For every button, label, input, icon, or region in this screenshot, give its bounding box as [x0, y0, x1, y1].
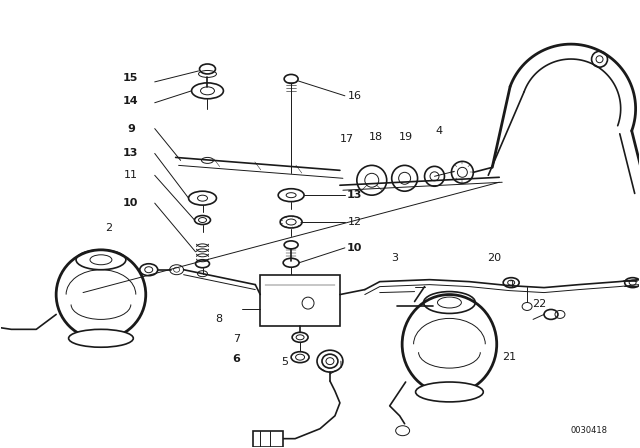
Text: 4: 4	[436, 125, 443, 136]
Text: 2: 2	[106, 223, 113, 233]
Text: 12: 12	[348, 217, 362, 227]
Text: 5: 5	[282, 357, 289, 367]
Text: 7: 7	[233, 334, 240, 344]
FancyBboxPatch shape	[260, 275, 340, 326]
Text: 14: 14	[123, 96, 139, 106]
Text: 16: 16	[348, 91, 362, 101]
Text: 10: 10	[123, 198, 138, 208]
FancyBboxPatch shape	[253, 431, 283, 447]
Ellipse shape	[68, 329, 133, 347]
Text: 13: 13	[347, 190, 362, 200]
Text: 11: 11	[124, 170, 138, 180]
Text: 8: 8	[215, 314, 222, 324]
Text: 1: 1	[509, 280, 516, 289]
Text: 19: 19	[399, 132, 413, 142]
Text: 17: 17	[340, 134, 354, 143]
Text: 9: 9	[127, 124, 135, 134]
Text: 22: 22	[532, 300, 546, 310]
Text: 0030418: 0030418	[570, 426, 607, 435]
Text: 15: 15	[123, 73, 138, 83]
Text: 20: 20	[487, 253, 501, 263]
Text: 10: 10	[347, 243, 362, 253]
Text: 21: 21	[502, 352, 516, 362]
Ellipse shape	[415, 382, 483, 402]
Text: 13: 13	[123, 148, 138, 159]
Text: 3: 3	[391, 253, 398, 263]
Text: 18: 18	[369, 132, 383, 142]
Text: 6: 6	[232, 354, 240, 364]
